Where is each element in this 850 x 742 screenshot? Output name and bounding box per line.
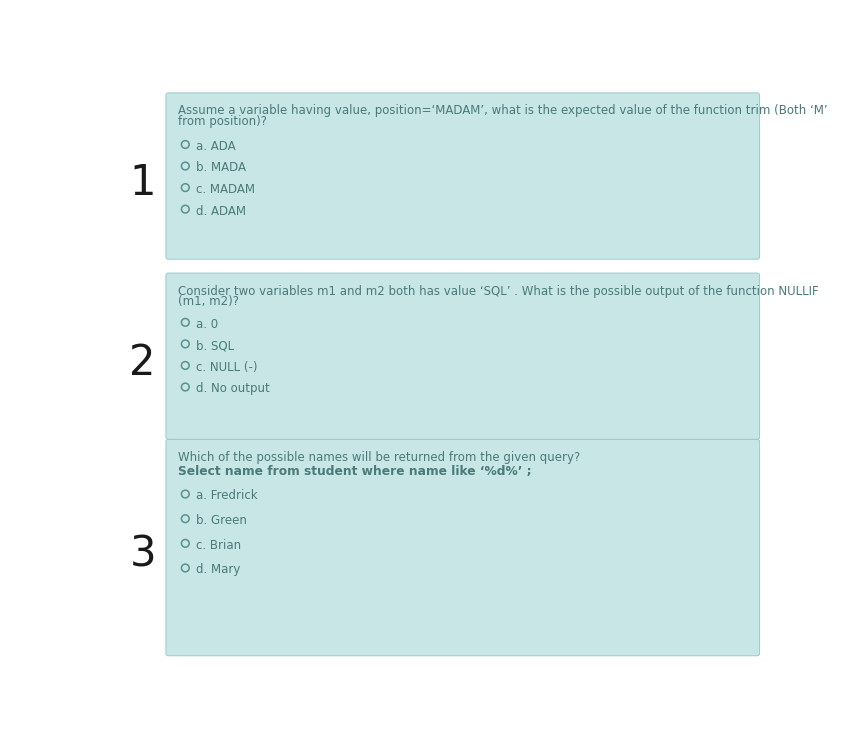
Text: b. SQL: b. SQL	[196, 339, 235, 352]
Text: a. ADA: a. ADA	[196, 139, 235, 153]
Text: c. Brian: c. Brian	[196, 539, 241, 552]
Text: a. Fredrick: a. Fredrick	[196, 490, 258, 502]
Text: from position)?: from position)?	[178, 115, 267, 128]
FancyBboxPatch shape	[166, 273, 760, 439]
Text: b. Green: b. Green	[196, 514, 247, 527]
Text: d. Mary: d. Mary	[196, 563, 241, 577]
Text: 1: 1	[129, 162, 156, 204]
FancyBboxPatch shape	[166, 439, 760, 656]
Text: c. NULL (-): c. NULL (-)	[196, 361, 258, 374]
Text: 2: 2	[129, 342, 156, 384]
Text: d. ADAM: d. ADAM	[196, 205, 246, 217]
Text: Which of the possible names will be returned from the given query?: Which of the possible names will be retu…	[178, 451, 580, 464]
Text: d. No output: d. No output	[196, 382, 270, 395]
Text: (m1, m2)?: (m1, m2)?	[178, 295, 239, 309]
Text: 3: 3	[129, 533, 156, 575]
Text: a. 0: a. 0	[196, 318, 218, 331]
Text: c. MADAM: c. MADAM	[196, 183, 255, 196]
Text: Assume a variable having value, position=‘MADAM’, what is the expected value of : Assume a variable having value, position…	[178, 105, 827, 117]
Text: b. MADA: b. MADA	[196, 162, 246, 174]
Text: Consider two variables m1 and m2 both has value ‘SQL’ . What is the possible out: Consider two variables m1 and m2 both ha…	[178, 285, 819, 298]
FancyBboxPatch shape	[166, 93, 760, 259]
Text: Select name from student where name like ‘%d%’ ;: Select name from student where name like…	[178, 464, 531, 478]
